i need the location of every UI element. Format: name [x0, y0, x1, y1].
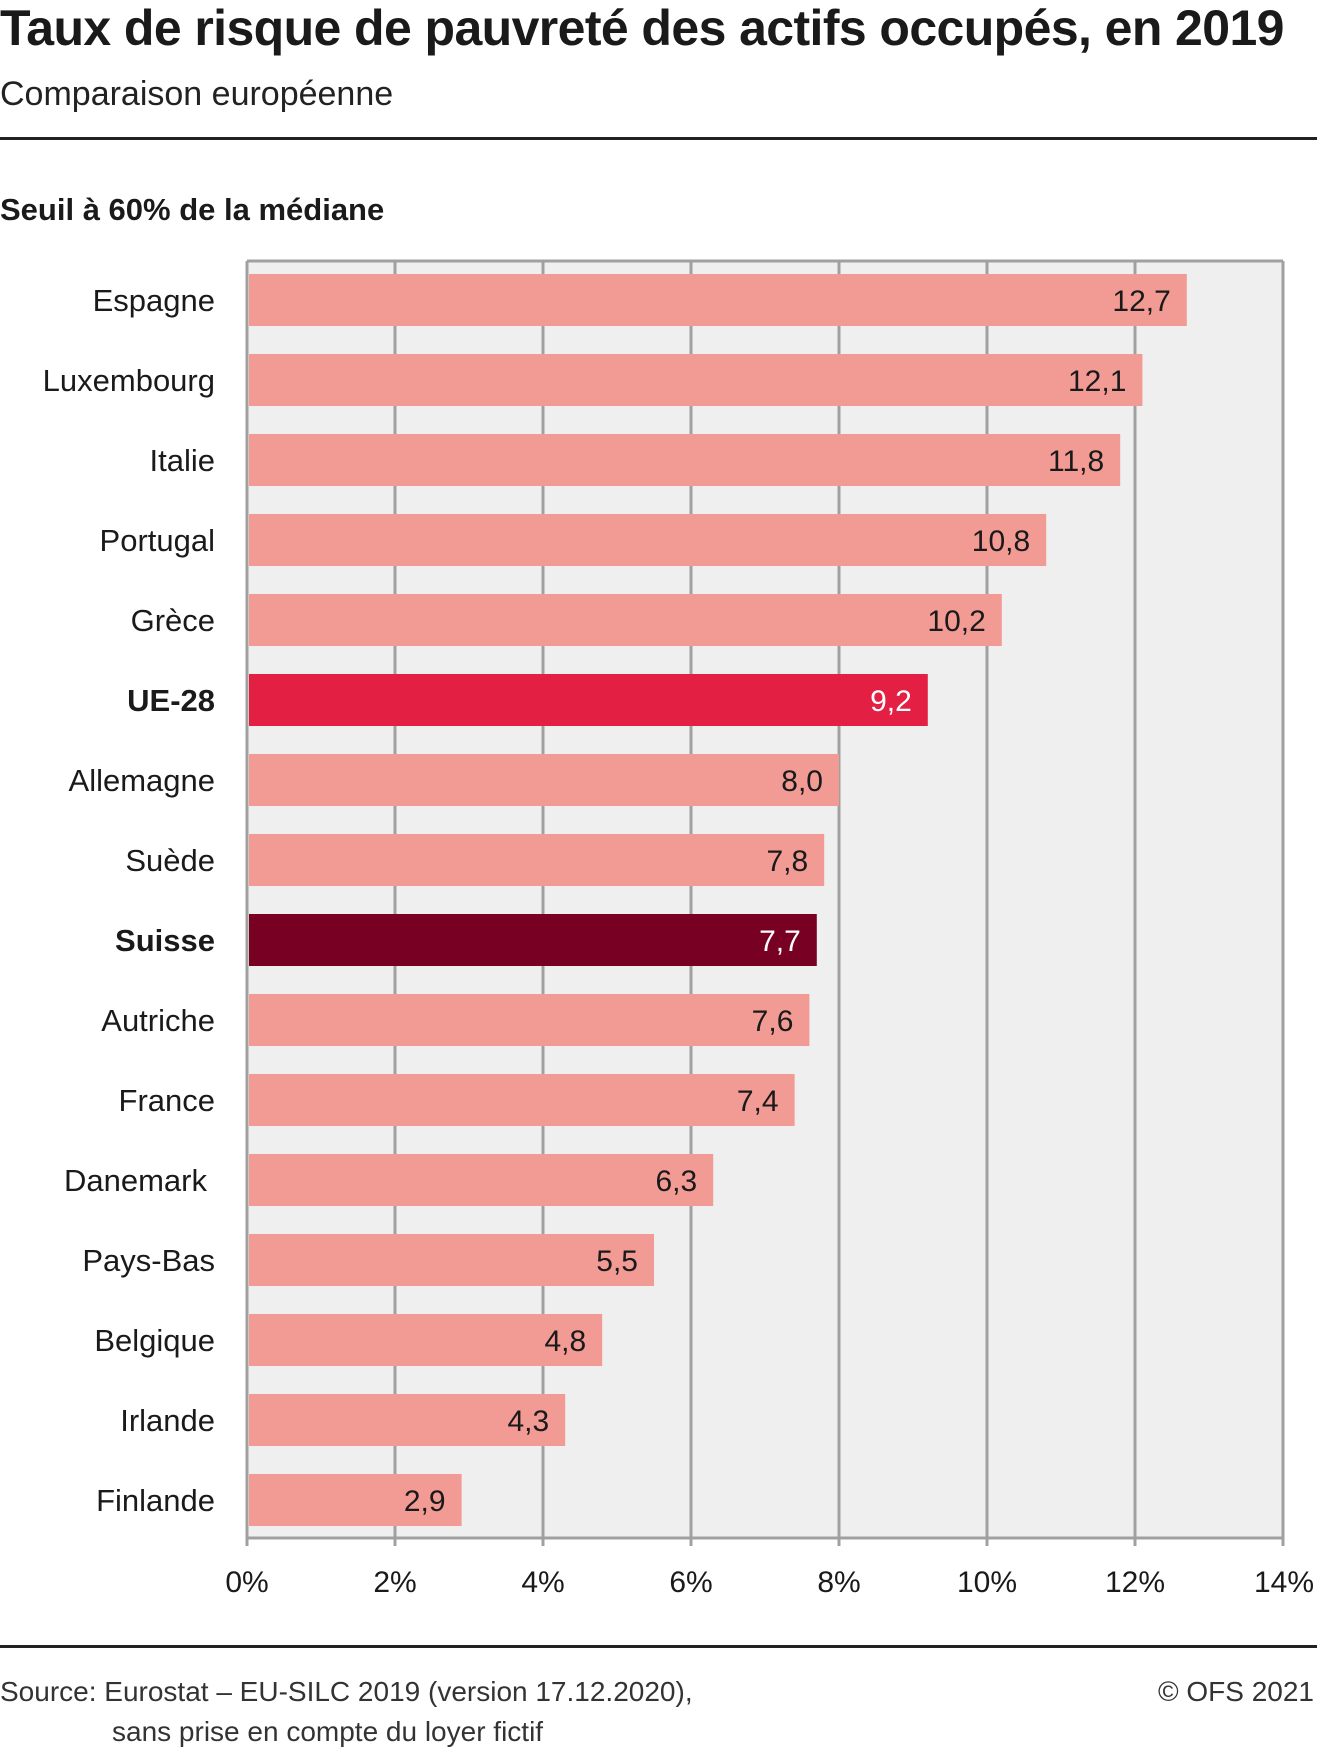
bar	[249, 1474, 462, 1526]
value-label: 5,5	[596, 1245, 638, 1278]
category-label: Pays-Bas	[82, 1243, 215, 1278]
source-note: Source: Eurostat – EU-SILC 2019 (version…	[0, 1672, 693, 1752]
header-divider	[0, 137, 1317, 140]
bar-chart: Espagne Luxembourg Italie Portugal Grèce UE-2…	[43, 259, 1314, 1599]
x-tick-label: 2%	[373, 1566, 416, 1599]
bar	[249, 994, 810, 1046]
bar	[249, 914, 817, 966]
value-labels: 12,7 12,1 11,8 10,8 10,2 9,2 8,0 7,8 7,7 7,6 7,4 6,…	[404, 285, 1171, 1518]
value-label: 7,8	[766, 845, 808, 878]
x-axis: 0% 2% 4% 6% 8% 10% 12% 14%	[225, 261, 1314, 1599]
value-label: 9,2	[870, 685, 912, 718]
category-label: Belgique	[94, 1323, 215, 1358]
footer-divider	[0, 1645, 1317, 1648]
category-label: Suède	[125, 843, 215, 878]
category-label: Allemagne	[69, 763, 215, 798]
x-tick-label: 8%	[817, 1566, 860, 1599]
category-label: France	[119, 1083, 215, 1118]
category-label: Luxembourg	[43, 363, 215, 398]
bars	[249, 274, 1187, 1526]
x-tick-label: 0%	[225, 1566, 268, 1599]
bar	[249, 1154, 714, 1206]
value-label: 4,3	[507, 1405, 549, 1438]
category-labels: Espagne Luxembourg Italie Portugal Grèce UE-2…	[43, 283, 215, 1518]
bar	[249, 674, 928, 726]
bar	[249, 834, 825, 886]
value-label: 6,3	[655, 1165, 697, 1198]
bar	[249, 754, 839, 806]
category-label: Portugal	[100, 523, 215, 558]
x-tick-label: 10%	[957, 1566, 1017, 1599]
x-tick-label: 4%	[521, 1566, 564, 1599]
value-label: 2,9	[404, 1485, 446, 1518]
value-label: 12,1	[1068, 365, 1126, 398]
category-label: Italie	[150, 443, 215, 478]
value-label: 7,4	[737, 1085, 779, 1118]
value-label: 8,0	[781, 765, 823, 798]
category-label: UE-28	[127, 683, 215, 718]
bar	[249, 434, 1121, 486]
copyright: © OFS 2021	[1157, 1676, 1314, 1707]
source-line-2: sans prise en compte du loyer fictif	[112, 1716, 544, 1747]
bar	[249, 354, 1143, 406]
value-label: 11,8	[1048, 445, 1104, 478]
category-label: Danemark	[64, 1163, 207, 1198]
x-tick-label: 14%	[1254, 1566, 1314, 1599]
x-tick-label: 12%	[1105, 1566, 1165, 1599]
bar	[249, 1314, 603, 1366]
category-label: Espagne	[93, 283, 215, 318]
value-label: 4,8	[544, 1325, 586, 1358]
bar	[249, 1234, 654, 1286]
bar	[249, 274, 1187, 326]
category-label: Finlande	[96, 1483, 215, 1518]
value-label: 7,6	[752, 1005, 794, 1038]
value-label: 12,7	[1112, 285, 1170, 318]
bar	[249, 514, 1047, 566]
bar	[249, 1394, 566, 1446]
panel-title: Seuil à 60% de la médiane	[0, 192, 385, 227]
value-label: 7,7	[759, 925, 801, 958]
category-label: Suisse	[115, 923, 215, 958]
bar	[249, 1074, 795, 1126]
value-label: 10,2	[927, 605, 985, 638]
category-label: Autriche	[101, 1003, 215, 1038]
value-label: 10,8	[972, 525, 1030, 558]
category-label: Grèce	[131, 603, 215, 638]
chart-title: Taux de risque de pauvreté des actifs oc…	[0, 0, 1284, 56]
x-tick-label: 6%	[669, 1566, 712, 1599]
category-label: Irlande	[120, 1403, 215, 1438]
chart-subtitle: Comparaison européenne	[0, 75, 394, 113]
source-line-1: Source: Eurostat – EU-SILC 2019 (version…	[0, 1676, 693, 1707]
bar	[249, 594, 1002, 646]
